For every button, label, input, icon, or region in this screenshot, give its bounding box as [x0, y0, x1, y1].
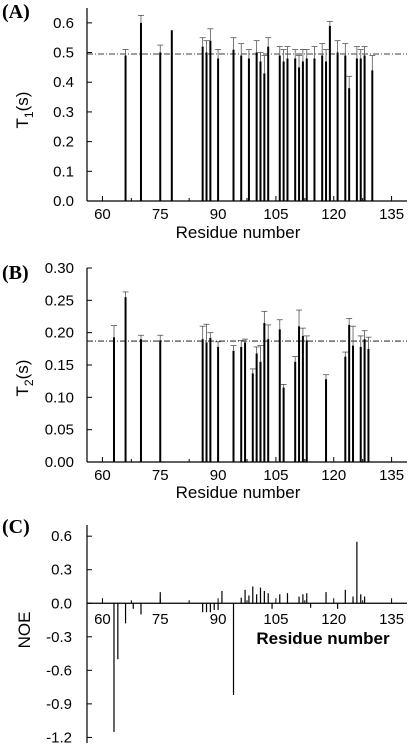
panel-c-xlabel: Residue number	[256, 629, 390, 648]
panel-c-y-tick-label: -1.2	[46, 729, 72, 746]
panel-b-y-tick-label: 0.25	[45, 292, 74, 309]
panel-c-y-tick-label: -0.6	[46, 662, 72, 679]
panel-c-y-tick-label: 0.0	[51, 595, 72, 612]
panel-c-marks	[113, 541, 366, 732]
panel-c: (C) 60 75 90 105 120 135 0.6 0.3 0.0 -0.3 -0.6 -0.9…	[2, 516, 407, 746]
panel-b-x-tick-label: 135	[379, 467, 404, 484]
panel-b-x-tick-label: 105	[263, 467, 288, 484]
panel-a-y-tick-label: 0.4	[53, 74, 74, 91]
panel-b-x-tick-label: 120	[321, 467, 346, 484]
panel-a-x-tick-label: 75	[152, 206, 169, 223]
panel-b-xlabel: Residue number	[176, 483, 301, 502]
panel-c-label: (C)	[2, 516, 30, 538]
panel-b-y-tick-label: 0.30	[45, 260, 74, 277]
panel-a-ylabel-unit: (s)	[13, 92, 32, 112]
panel-c-y-tick-label: 0.6	[51, 528, 72, 545]
panel-b-ylabel-sub: 2	[22, 379, 36, 386]
panel-c-ylabel: NOE	[15, 612, 34, 649]
panel-b-ylabel-unit: (s)	[13, 360, 32, 380]
panel-c-x-tick-label: 90	[210, 611, 227, 628]
panel-b-label: (B)	[2, 262, 29, 284]
panel-c-x-tick-label: 105	[263, 611, 288, 628]
panel-c-x-tick-label: 135	[379, 611, 404, 628]
panel-a: (A) 60 75 90 105 120 135 0.0 0.1 0.2 0.3 0.4 0.5 0.6…	[2, 1, 407, 242]
panel-b-marks	[87, 291, 407, 462]
panel-a-y-tick-label: 0.5	[53, 45, 74, 62]
panel-b-axes: 60 75 90 105 120 135 0.00 0.05 0.10 0.15 0.20 0.25 0…	[45, 260, 407, 484]
panel-b-y-tick-label: 0.00	[45, 454, 74, 471]
panel-a-y-tick-label: 0.0	[53, 193, 74, 210]
panel-a-xlabel: Residue number	[176, 223, 301, 242]
panel-c-y-tick-label: -0.3	[46, 629, 72, 646]
panel-c-x-tick-label: 75	[152, 611, 169, 628]
panel-b-x-tick-label: 75	[152, 467, 169, 484]
panel-c-x-tick-label: 120	[321, 611, 346, 628]
panel-a-y-tick-label: 0.6	[53, 15, 74, 32]
panel-c-y-tick-label: 0.3	[51, 562, 72, 579]
panel-b: (B) 60 75 90 105 120 135 0.00 0.05 0.10 0.15 0.20 0…	[2, 260, 407, 502]
panel-b-x-tick-label: 60	[94, 467, 111, 484]
panel-b-y-tick-label: 0.20	[45, 325, 74, 342]
panel-a-marks	[87, 15, 407, 201]
panel-a-ylabel-sub: 1	[22, 111, 36, 118]
panel-a-y-tick-label: 0.2	[53, 134, 74, 151]
panel-a-axes: 60 75 90 105 120 135 0.0 0.1 0.2 0.3 0.4 0.5 0.6	[53, 8, 407, 223]
panel-b-ylabel: T2(s)	[13, 360, 36, 397]
panel-a-x-tick-label: 90	[210, 206, 227, 223]
panel-a-x-tick-label: 105	[263, 206, 288, 223]
panel-b-x-tick-label: 90	[210, 467, 227, 484]
panel-c-y-tick-label: -0.9	[46, 696, 72, 713]
panel-b-y-tick-label: 0.10	[45, 389, 74, 406]
panel-a-x-tick-label: 135	[379, 206, 404, 223]
panel-a-ylabel: T1(s)	[13, 92, 36, 129]
panel-b-y-tick-label: 0.05	[45, 422, 74, 439]
panel-a-y-tick-label: 0.1	[53, 163, 74, 180]
panel-a-y-tick-label: 0.3	[53, 104, 74, 121]
panel-a-x-tick-label: 60	[94, 206, 111, 223]
panel-c-axes: 60 75 90 105 120 135 0.6 0.3 0.0 -0.3 -0.6 -0.9 -1.2	[46, 525, 407, 746]
panel-a-ylabel-main: T	[13, 118, 32, 128]
panel-a-x-tick-label: 120	[321, 206, 346, 223]
panel-b-y-tick-label: 0.15	[45, 357, 74, 374]
panel-a-label: (A)	[2, 1, 30, 23]
panel-b-ylabel-main: T	[13, 386, 32, 396]
panel-c-x-tick-label: 60	[94, 611, 111, 628]
